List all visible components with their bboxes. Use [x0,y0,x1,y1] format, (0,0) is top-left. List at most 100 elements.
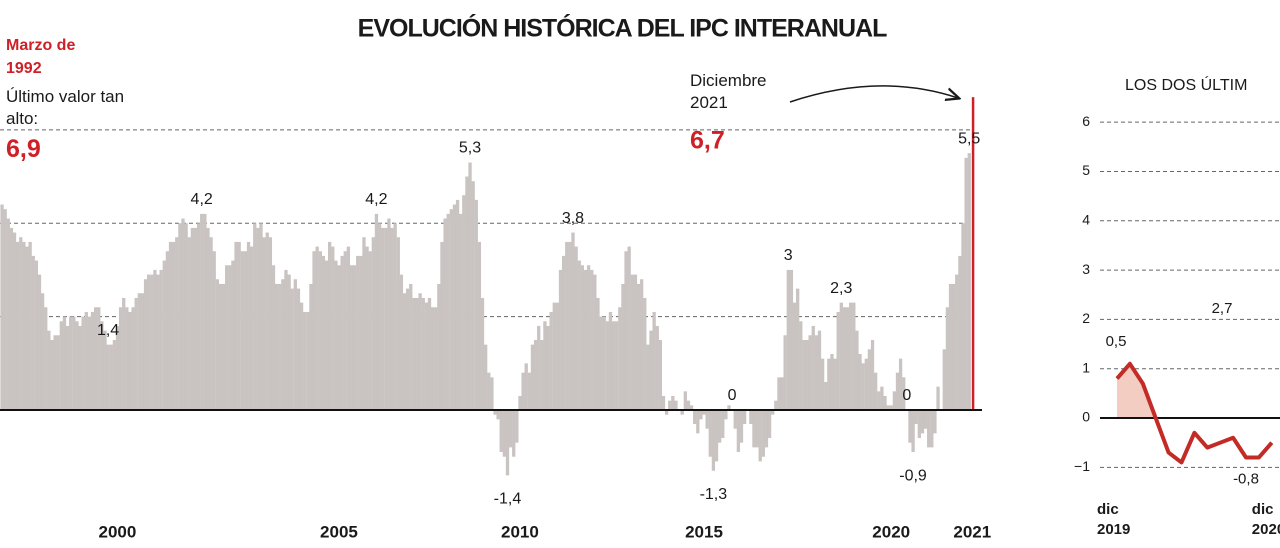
x-tick-label: dic 2020 [1251,501,1280,538]
bar [399,274,404,411]
bar [796,288,800,411]
bar [452,204,457,411]
bar [496,410,500,420]
value-label: 4,2 [365,191,387,208]
chart-title: LOS DOS ÚLTIM [1125,75,1247,94]
bar [215,279,219,411]
y-tick-label: 2 [1082,310,1090,326]
bar [6,218,10,411]
annotation: 2,7 [1212,300,1233,317]
bar [867,349,872,411]
bar [721,410,725,439]
bar [530,344,535,411]
bar [664,410,669,415]
bar [624,251,628,411]
bar [40,293,45,411]
bar [586,265,591,411]
bar [109,344,113,411]
bar [596,297,600,411]
bar [886,405,890,411]
bar [755,410,759,448]
bar [153,269,157,411]
bar [243,251,248,411]
bar [118,307,123,411]
bar [306,311,310,411]
bar [377,223,382,411]
bar [253,223,257,411]
bar [328,241,332,411]
bar [477,241,482,411]
y-tick-label: 1 [1082,359,1090,375]
bar [271,265,276,411]
bar [387,218,391,411]
value-label: 2,3 [830,280,852,297]
bar [446,213,450,411]
bar [299,302,304,411]
bar [814,335,819,411]
bar [633,274,638,411]
bar [574,246,578,411]
bar [396,237,400,411]
bar [62,316,67,411]
bar [218,283,223,411]
bar [599,316,603,411]
bar [384,227,388,411]
bar [228,265,232,411]
bar [705,410,709,429]
bar [820,358,825,411]
bar [839,302,843,411]
bar [833,358,837,411]
bar [845,307,850,411]
bar [281,279,285,411]
bar [237,241,241,411]
bar [356,255,360,411]
bar [761,410,765,457]
bar [290,288,294,411]
bar [630,274,634,411]
bar [824,381,828,411]
bar [942,349,946,411]
bar [792,302,797,411]
bar [187,237,191,411]
bar [381,227,385,411]
bar [789,269,794,411]
y-tick-label: −1 [1074,458,1090,474]
bar [65,325,70,411]
bar [28,241,32,411]
bar [449,209,453,411]
bar [487,372,491,411]
bar [892,391,897,411]
bar [406,288,410,411]
bar [455,199,460,411]
bar [337,265,341,411]
bar [883,396,887,411]
bar [764,410,769,448]
bar [583,269,588,411]
bar [72,316,76,411]
bar [836,311,840,411]
bar [621,283,625,411]
bar [346,246,351,411]
bar [37,274,42,411]
value-label: 3,8 [562,210,584,227]
bar [437,283,441,411]
bar [128,311,132,411]
annotation-date: Marzo de 1992 [6,37,76,77]
value-label: 0 [728,387,737,404]
bar [565,241,569,411]
value-label: -0,8 [1233,470,1259,487]
bar [331,246,335,411]
bar [674,400,678,411]
bar [34,260,39,411]
bar [25,246,29,411]
bar [440,241,444,411]
bar [658,339,663,411]
annotation-arrow [789,85,958,103]
bar [246,241,251,411]
bar [421,297,425,411]
bar [708,410,712,457]
bar [165,251,170,411]
bar [661,396,666,411]
